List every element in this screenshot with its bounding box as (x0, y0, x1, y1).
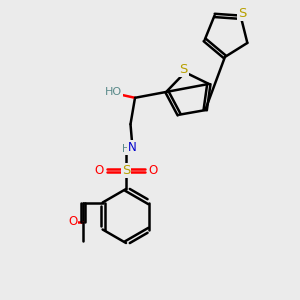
Text: O: O (68, 214, 77, 228)
Text: N: N (128, 141, 137, 154)
Text: H: H (122, 144, 130, 154)
Text: S: S (179, 63, 188, 76)
Text: S: S (238, 7, 247, 20)
Text: O: O (94, 164, 103, 177)
Text: O: O (148, 164, 158, 177)
Text: S: S (122, 164, 130, 177)
Text: HO: HO (105, 87, 122, 98)
Text: O: O (68, 215, 77, 229)
